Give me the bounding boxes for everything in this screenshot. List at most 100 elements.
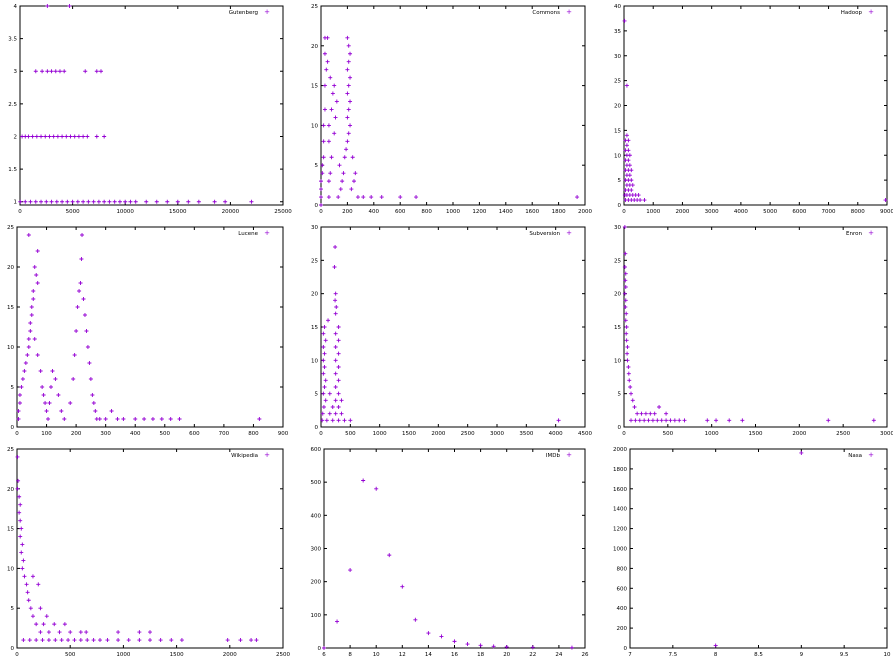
- y-tick-label: 20: [311, 44, 318, 50]
- data-point: [33, 199, 38, 204]
- data-point: [86, 199, 91, 204]
- data-point: [348, 568, 353, 573]
- data-point: [53, 638, 58, 643]
- data-point: [75, 305, 80, 309]
- data-point: [40, 638, 45, 643]
- data-point: [72, 134, 77, 139]
- legend-label: Gutenberg: [229, 10, 258, 16]
- y-tick-label: 4: [14, 4, 18, 10]
- y-tick-label: 1000: [613, 547, 627, 553]
- y-tick-label: 0: [315, 425, 319, 431]
- x-tick-label: 400: [130, 431, 141, 437]
- x-tick-label: 1400: [499, 209, 513, 215]
- data-point: [20, 377, 25, 381]
- data-point: [257, 417, 262, 421]
- data-point: [327, 411, 332, 416]
- data-point: [28, 329, 33, 333]
- x-tick-label: 14: [425, 652, 432, 658]
- data-point: [21, 558, 26, 563]
- data-point: [142, 417, 147, 421]
- x-tick-label: 1600: [525, 209, 539, 215]
- data-point: [62, 622, 67, 627]
- data-point: [46, 630, 51, 635]
- data-point: [20, 566, 25, 571]
- x-tick-label: 1500: [402, 431, 416, 437]
- data-point: [186, 199, 191, 204]
- data-point: [19, 550, 24, 555]
- data-point: [321, 358, 326, 363]
- data-point: [17, 494, 22, 499]
- data-point: [26, 134, 31, 139]
- data-point: [90, 393, 95, 397]
- data-point: [33, 69, 38, 74]
- y-tick-label: 25: [7, 225, 14, 231]
- data-point: [35, 353, 40, 357]
- data-point: [25, 353, 30, 357]
- data-point: [159, 417, 164, 421]
- data-point: [624, 311, 629, 316]
- data-point: [67, 4, 72, 8]
- legend-label: Wikipedia: [231, 453, 258, 459]
- data-point: [169, 638, 174, 643]
- data-point: [478, 643, 483, 648]
- data-point: [668, 418, 673, 423]
- x-tick-label: 600: [189, 431, 200, 437]
- data-point: [504, 645, 509, 650]
- data-point: [103, 417, 108, 421]
- legend-label: Enron: [846, 231, 862, 237]
- data-point: [41, 393, 46, 397]
- y-tick-label: 20: [614, 104, 621, 110]
- data-point: [626, 138, 631, 143]
- data-point: [91, 638, 96, 643]
- data-point: [17, 510, 22, 515]
- data-point: [51, 134, 56, 139]
- data-point: [179, 638, 184, 643]
- data-point: [635, 411, 640, 416]
- data-point: [348, 123, 353, 128]
- data-point: [78, 638, 83, 643]
- data-point: [77, 289, 82, 293]
- data-point: [34, 638, 39, 643]
- data-point: [339, 411, 344, 416]
- data-point: [18, 534, 23, 539]
- data-point: [97, 417, 102, 421]
- plot-frame: [16, 448, 284, 649]
- data-point: [623, 251, 628, 256]
- x-tick-label: 1800: [552, 209, 566, 215]
- data-point: [52, 622, 57, 627]
- data-point: [627, 173, 632, 178]
- data-point: [799, 450, 804, 455]
- data-point: [342, 155, 347, 160]
- data-point: [322, 325, 327, 329]
- data-point: [624, 143, 629, 148]
- data-point: [49, 69, 54, 74]
- x-tick-label: 0: [15, 652, 19, 658]
- data-point: [137, 638, 142, 643]
- y-tick-label: 3.5: [8, 37, 17, 43]
- data-point: [346, 83, 351, 88]
- x-tick-label: 500: [663, 431, 674, 437]
- data-point: [55, 134, 60, 139]
- x-tick-label: 1000: [446, 209, 460, 215]
- x-tick-label: 1000: [705, 431, 719, 437]
- x-tick-label: 22: [529, 652, 536, 658]
- y-tick-label: 20: [311, 292, 318, 298]
- data-point: [400, 584, 405, 589]
- data-point: [337, 163, 342, 168]
- data-point: [223, 199, 228, 204]
- data-point: [334, 305, 339, 309]
- data-point: [333, 385, 338, 389]
- y-tick-label: 0: [618, 425, 622, 431]
- data-point: [154, 199, 159, 204]
- data-point: [74, 329, 79, 333]
- legend-marker: +: [264, 229, 270, 237]
- data-point: [109, 409, 114, 413]
- data-point: [643, 411, 648, 416]
- y-tick-label: 0: [11, 646, 15, 652]
- data-point: [85, 345, 90, 349]
- data-point: [45, 4, 50, 8]
- data-point: [332, 131, 337, 136]
- data-point: [319, 187, 323, 192]
- y-tick-label: 20: [7, 487, 14, 493]
